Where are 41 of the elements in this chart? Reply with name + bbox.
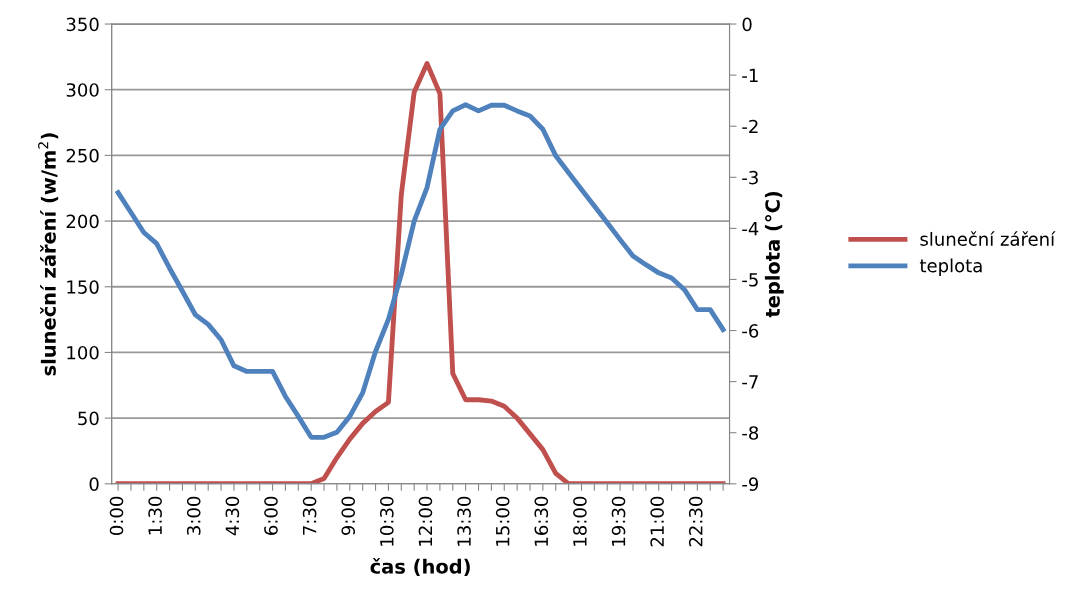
x-tick-label: 6:00: [264, 496, 278, 535]
y2-tick-label: -2: [742, 119, 758, 134]
x-tick-label: 12:00: [418, 496, 433, 546]
y-tick-label: 250: [66, 148, 99, 163]
x-tick-label: 16:30: [534, 496, 549, 546]
x-tick-label: 19:30: [611, 496, 626, 546]
y2-tick-label: -6: [742, 324, 759, 338]
y2-tick-label: -3: [742, 170, 758, 185]
x-tick-label: 22:30: [688, 496, 703, 547]
y2-tick-label: -5: [742, 273, 758, 287]
y-tick-label: 350: [66, 17, 99, 32]
x-tick-label: 7:30: [302, 496, 317, 535]
x-tick-label: 10:30: [379, 496, 394, 546]
y2-axis-title: teplota (°C): [764, 191, 784, 318]
x-tick-label: 18:00: [573, 496, 587, 546]
legend-label: teplota: [919, 258, 982, 276]
x-tick-label: 0:00: [109, 496, 124, 535]
x-tick-label: 9:00: [341, 496, 356, 536]
legend-label: sluneční záření: [920, 231, 1056, 246]
y-axis-title: sluneční záření (w/m$^{2}$): [38, 133, 59, 376]
y2-tick-label: -9: [742, 477, 759, 491]
x-tick-label: 4:30: [225, 496, 240, 536]
y-tick-label: 50: [78, 411, 99, 426]
x-axis-title: čas (hod): [370, 557, 470, 577]
y2-tick-label: -7: [742, 375, 758, 389]
y-tick-label: 300: [66, 83, 99, 97]
x-tick-label: 21:00: [650, 496, 664, 547]
y2-tick-label: -1: [742, 68, 758, 82]
y2-tick-label: -8: [742, 426, 759, 440]
y2-tick-label: 0: [742, 17, 752, 32]
y-tick-label: 0: [89, 477, 99, 491]
y-tick-label: 200: [66, 214, 99, 229]
x-tick-label: 13:30: [457, 496, 471, 546]
line-series: [115, 61, 726, 484]
x-tick-label: 15:00: [495, 496, 510, 546]
x-tick-label: 1:30: [148, 496, 162, 535]
y-tick-label: 100: [67, 345, 99, 360]
x-tick-label: 3:00: [186, 496, 201, 535]
line-series: [115, 102, 726, 440]
y2-tick-label: -4: [742, 222, 759, 236]
y-tick-label: 150: [67, 280, 99, 294]
